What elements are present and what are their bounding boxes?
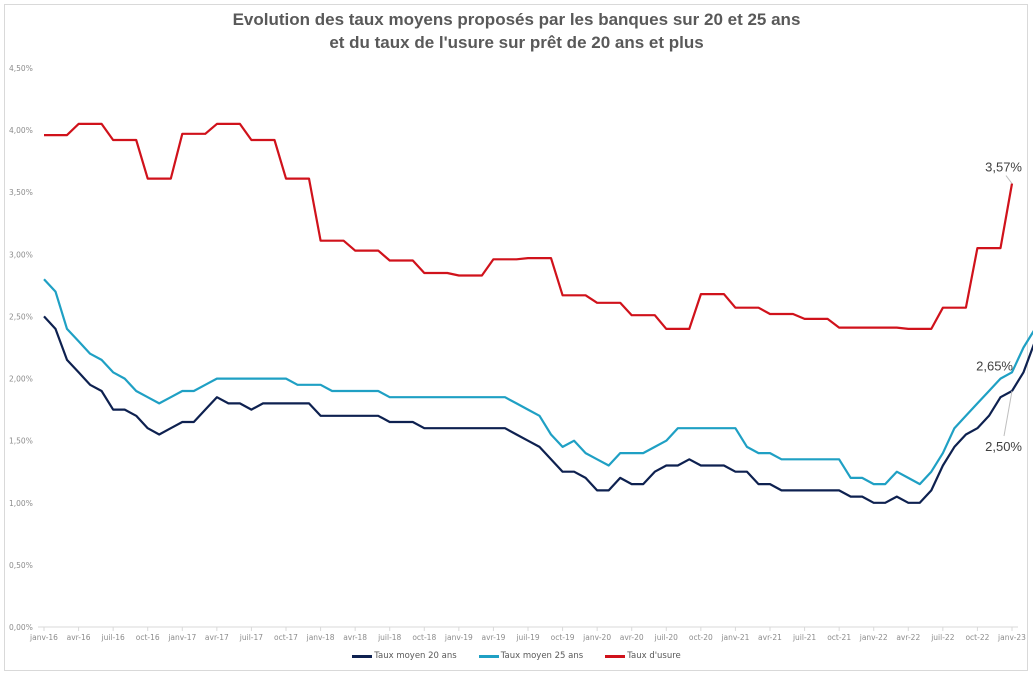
x-tick-label: avr-16: [67, 633, 91, 642]
y-tick-label: 4,00%: [9, 126, 33, 135]
x-tick-label: juil-16: [101, 633, 125, 642]
data-label-taux-20-ans: 2,50%: [985, 439, 1022, 454]
y-tick-label: 3,00%: [9, 250, 33, 259]
legend-label: Taux moyen 25 ans: [500, 651, 584, 661]
x-tick-label: oct-18: [412, 633, 436, 642]
legend-label: Taux moyen 20 ans: [374, 651, 457, 661]
x-tick-label: oct-22: [965, 633, 989, 642]
data-label-taux-25-ans: 2,65%: [976, 358, 1013, 373]
x-tick-label: avr-22: [896, 633, 920, 642]
x-tick-label: avr-17: [205, 633, 229, 642]
y-tick-label: 3,50%: [9, 188, 33, 197]
x-tick-label: oct-20: [689, 633, 713, 642]
x-tick-label: janv-21: [720, 633, 749, 642]
series-lines: [43, 122, 1033, 504]
y-tick-label: 0,00%: [9, 623, 33, 632]
legend-swatch: [605, 654, 626, 658]
x-tick-label: janv-17: [167, 633, 196, 642]
series-line-taux-moyen-25-ans: [43, 278, 1033, 486]
x-tick-label: juil-21: [792, 633, 816, 642]
data-label-taux-usure: 3,57%: [985, 160, 1022, 175]
legend: Taux moyen 20 ans Taux moyen 25 ans Taux d…: [0, 651, 1033, 661]
y-tick-label: 1,00%: [9, 499, 33, 508]
x-tick-label: avr-18: [343, 633, 367, 642]
x-tick-label: juil-17: [239, 633, 263, 642]
legend-item-taux-moyen-20-ans: Taux moyen 20 ans: [352, 651, 457, 661]
x-tick-label: oct-19: [551, 633, 575, 642]
x-tick-label: janv-16: [29, 633, 58, 642]
data-labels: 3,57% 2,65% 2,50%: [976, 160, 1022, 454]
chart-title-line-1: Evolution des taux moyens proposés par l…: [232, 10, 801, 29]
series-line-taux-moyen-20-ans: [43, 315, 1033, 504]
x-axis: janv-16 avr-16 juil-16 oct-16 janv-17 avr-17 j…: [29, 626, 1026, 642]
y-tick-label: 4,50%: [9, 64, 33, 73]
x-tick-label: janv-18: [306, 633, 335, 642]
leader-line: [1003, 390, 1013, 437]
series-line-taux-usure: [44, 122, 1014, 330]
y-tick-label: 2,50%: [9, 312, 33, 321]
chart-frame: [4, 4, 1028, 671]
leader-line: [1005, 175, 1013, 184]
legend-item-taux-usure: Taux d'usure: [605, 651, 681, 661]
x-tick-label: oct-16: [136, 633, 160, 642]
x-tick-label: oct-17: [274, 633, 298, 642]
x-tick-label: janv-19: [444, 633, 473, 642]
legend-label: Taux d'usure: [627, 651, 681, 661]
legend-swatch: [352, 654, 373, 658]
legend-item-taux-moyen-25-ans: Taux moyen 25 ans: [478, 651, 584, 661]
x-tick-label: juil-19: [515, 633, 539, 642]
x-tick-label: avr-21: [758, 633, 782, 642]
chart-title: Evolution des taux moyens proposés par l…: [0, 8, 1033, 54]
y-tick-label: 2,00%: [9, 375, 33, 384]
x-tick-label: juil-20: [654, 633, 678, 642]
x-tick-label: avr-20: [620, 633, 644, 642]
y-tick-label: 0,50%: [9, 561, 33, 570]
y-axis: 0,00% 0,50% 1,00% 1,50% 2,00% 2,50% 3,00% 3,50%…: [9, 64, 33, 632]
x-tick-label: juil-22: [930, 633, 954, 642]
x-tick-label: janv-22: [859, 633, 888, 642]
x-tick-label: oct-21: [827, 633, 851, 642]
x-tick-label: janv-23: [997, 633, 1026, 642]
chart-title-line-2: et du taux de l'usure sur prêt de 20 ans…: [329, 33, 704, 52]
x-tick-label: janv-20: [582, 633, 611, 642]
y-tick-label: 1,50%: [9, 437, 33, 446]
legend-swatch: [478, 654, 499, 658]
x-tick-label: avr-19: [481, 633, 505, 642]
x-tick-label: juil-18: [377, 633, 401, 642]
